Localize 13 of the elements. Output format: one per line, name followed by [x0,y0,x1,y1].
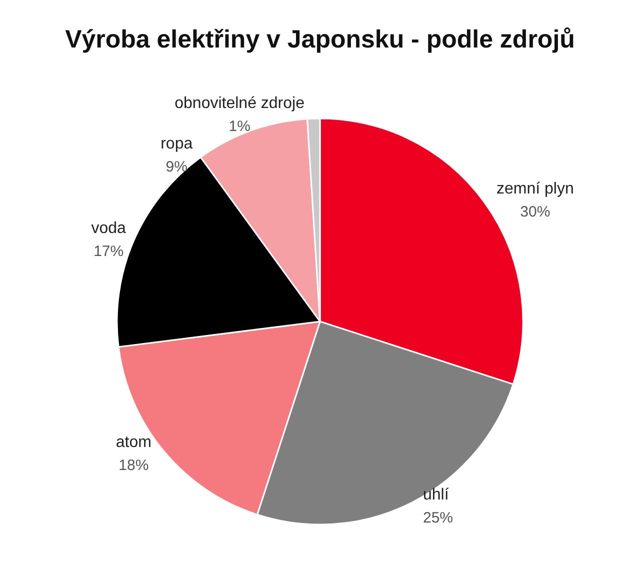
data-label: 17% [94,242,124,260]
slice-label: atom [116,434,152,451]
slice-label: voda [91,220,126,237]
data-label: 9% [166,158,188,176]
data-label: 30% [520,203,550,220]
slice-label: ropa [160,136,193,153]
slice-label: zemní plyn [496,180,574,198]
slice-label: uhlí [422,486,450,504]
chart-title: Výroba elektřiny v Japonsku - podle zdrojů [65,26,575,54]
data-label: 18% [118,456,149,474]
data-label: 1% [228,118,250,136]
data-label: 25% [422,509,454,526]
slice-label: obnovitelné zdroje [174,95,305,112]
